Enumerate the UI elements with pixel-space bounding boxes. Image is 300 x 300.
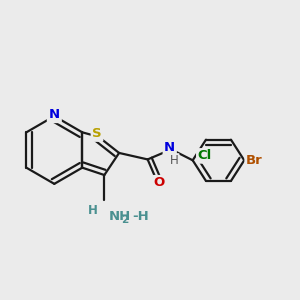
- Text: H: H: [88, 204, 98, 217]
- Text: 2: 2: [121, 215, 129, 225]
- Text: S: S: [92, 127, 102, 140]
- Text: NH: NH: [109, 210, 131, 223]
- Text: -H: -H: [132, 210, 149, 223]
- Text: Cl: Cl: [197, 149, 212, 162]
- Text: N: N: [164, 141, 175, 154]
- Text: N: N: [49, 108, 60, 121]
- Text: H: H: [170, 154, 178, 167]
- Text: O: O: [154, 176, 165, 190]
- Text: Br: Br: [246, 154, 262, 167]
